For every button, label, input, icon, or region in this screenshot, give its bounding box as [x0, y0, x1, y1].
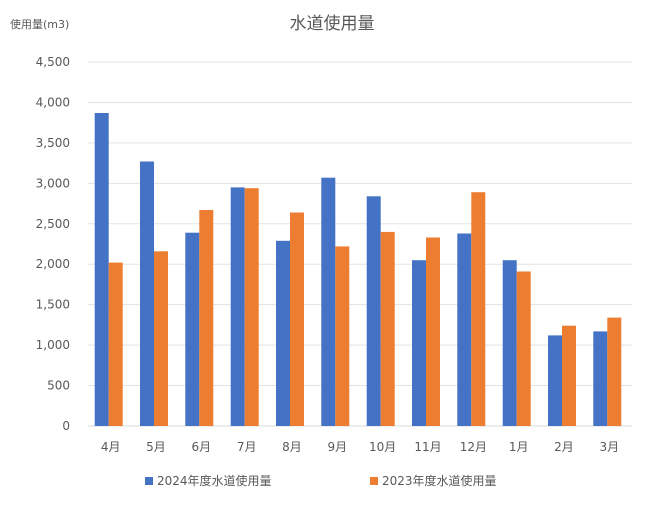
x-tick-label: 7月 — [237, 440, 257, 454]
x-tick-label: 11月 — [414, 440, 441, 454]
x-tick-label: 4月 — [101, 440, 121, 454]
x-tick-label: 9月 — [328, 440, 348, 454]
x-axis-ticks: 4月 5月 6月 7月 8月 9月 10月 11月 12月 1月 2月 3月 — [101, 440, 619, 454]
bar-fy2024 — [185, 232, 200, 426]
y-axis-ticks: 0 500 1,000 1,500 2,000 2,500 3,000 3,500 4,000 4… — [36, 55, 70, 433]
y-tick-label: 500 — [47, 379, 70, 393]
bar-fy2023 — [154, 251, 168, 426]
bar-fy2024 — [457, 233, 472, 426]
bar-fy2023 — [562, 325, 576, 426]
x-tick-label: 5月 — [146, 440, 166, 454]
x-tick-label: 12月 — [460, 440, 487, 454]
bar-fy2023 — [516, 271, 531, 426]
y-tick-label: 1,500 — [36, 298, 70, 312]
bar-fy2024 — [94, 113, 109, 426]
bar-fy2023 — [607, 317, 622, 426]
legend-swatch — [370, 477, 378, 485]
y-tick-label: 1,000 — [36, 338, 70, 352]
legend-swatch — [145, 477, 153, 485]
bar-fy2023 — [199, 210, 214, 426]
bar-fy2024 — [548, 335, 562, 426]
bar-fy2023 — [426, 237, 440, 426]
x-tick-label: 8月 — [282, 440, 302, 454]
bar-fy2024 — [366, 196, 381, 426]
x-tick-label: 10月 — [369, 440, 396, 454]
legend-label: 2024年度水道使用量 — [157, 473, 272, 488]
bar-series — [94, 113, 622, 426]
bar-fy2024 — [321, 177, 336, 426]
y-tick-label: 2,000 — [36, 257, 70, 271]
y-tick-label: 3,000 — [36, 176, 70, 190]
bar-fy2023 — [380, 231, 395, 426]
bar-fy2023 — [335, 246, 350, 426]
legend: 2024年度水道使用量 2023年度水道使用量 — [145, 473, 497, 488]
bar-fy2024 — [412, 260, 426, 426]
bar-fy2024 — [593, 331, 608, 426]
y-tick-label: 0 — [62, 419, 70, 433]
bar-fy2024 — [140, 161, 154, 426]
x-tick-label: 1月 — [509, 440, 529, 454]
bar-fy2024 — [276, 240, 290, 426]
bar-fy2023 — [471, 192, 486, 426]
x-tick-label: 2月 — [554, 440, 574, 454]
bar-fy2023 — [108, 262, 123, 426]
bar-fy2024 — [502, 260, 517, 426]
y-tick-label: 4,000 — [36, 95, 70, 109]
chart-title: 水道使用量 — [290, 13, 375, 34]
x-tick-label: 6月 — [192, 440, 212, 454]
legend-label: 2023年度水道使用量 — [382, 473, 497, 488]
gridlines — [88, 61, 632, 427]
y-tick-label: 2,500 — [36, 217, 70, 231]
y-tick-label: 3,500 — [36, 136, 70, 150]
x-tick-label: 3月 — [600, 440, 620, 454]
bar-fy2023 — [290, 212, 304, 426]
y-axis-label: 使用量(m3) — [10, 18, 69, 31]
y-tick-label: 4,500 — [36, 55, 70, 69]
bar-fy2023 — [244, 188, 259, 426]
bar-fy2024 — [230, 187, 245, 426]
